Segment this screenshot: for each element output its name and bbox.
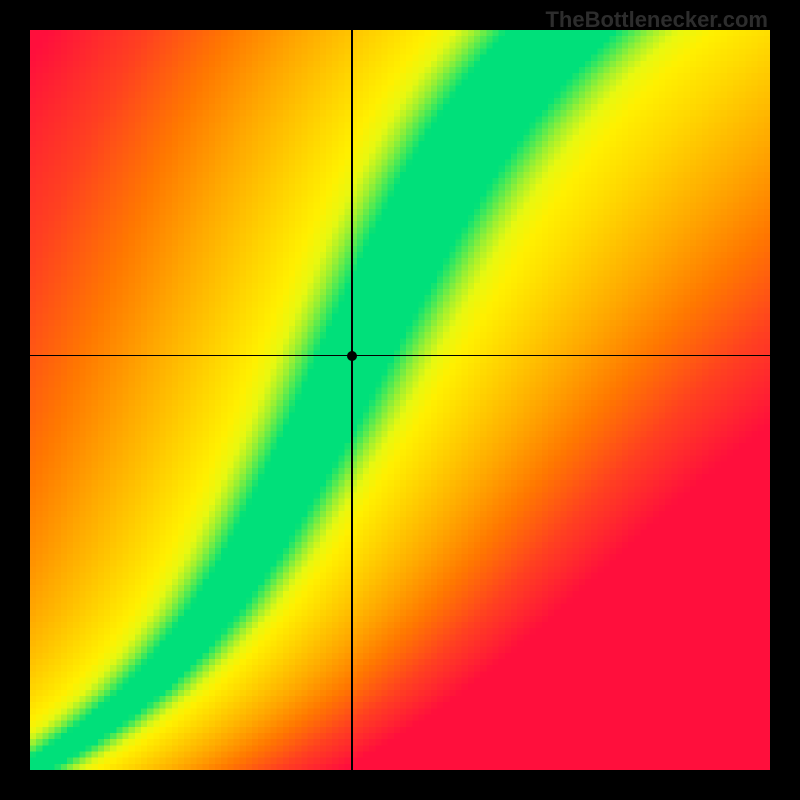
heatmap-region xyxy=(30,30,770,770)
heatmap-canvas xyxy=(30,30,770,770)
crosshair-marker xyxy=(347,351,357,361)
watermark-text: TheBottlenecker.com xyxy=(545,7,768,33)
crosshair-horizontal xyxy=(30,355,770,357)
crosshair-vertical xyxy=(351,30,353,770)
